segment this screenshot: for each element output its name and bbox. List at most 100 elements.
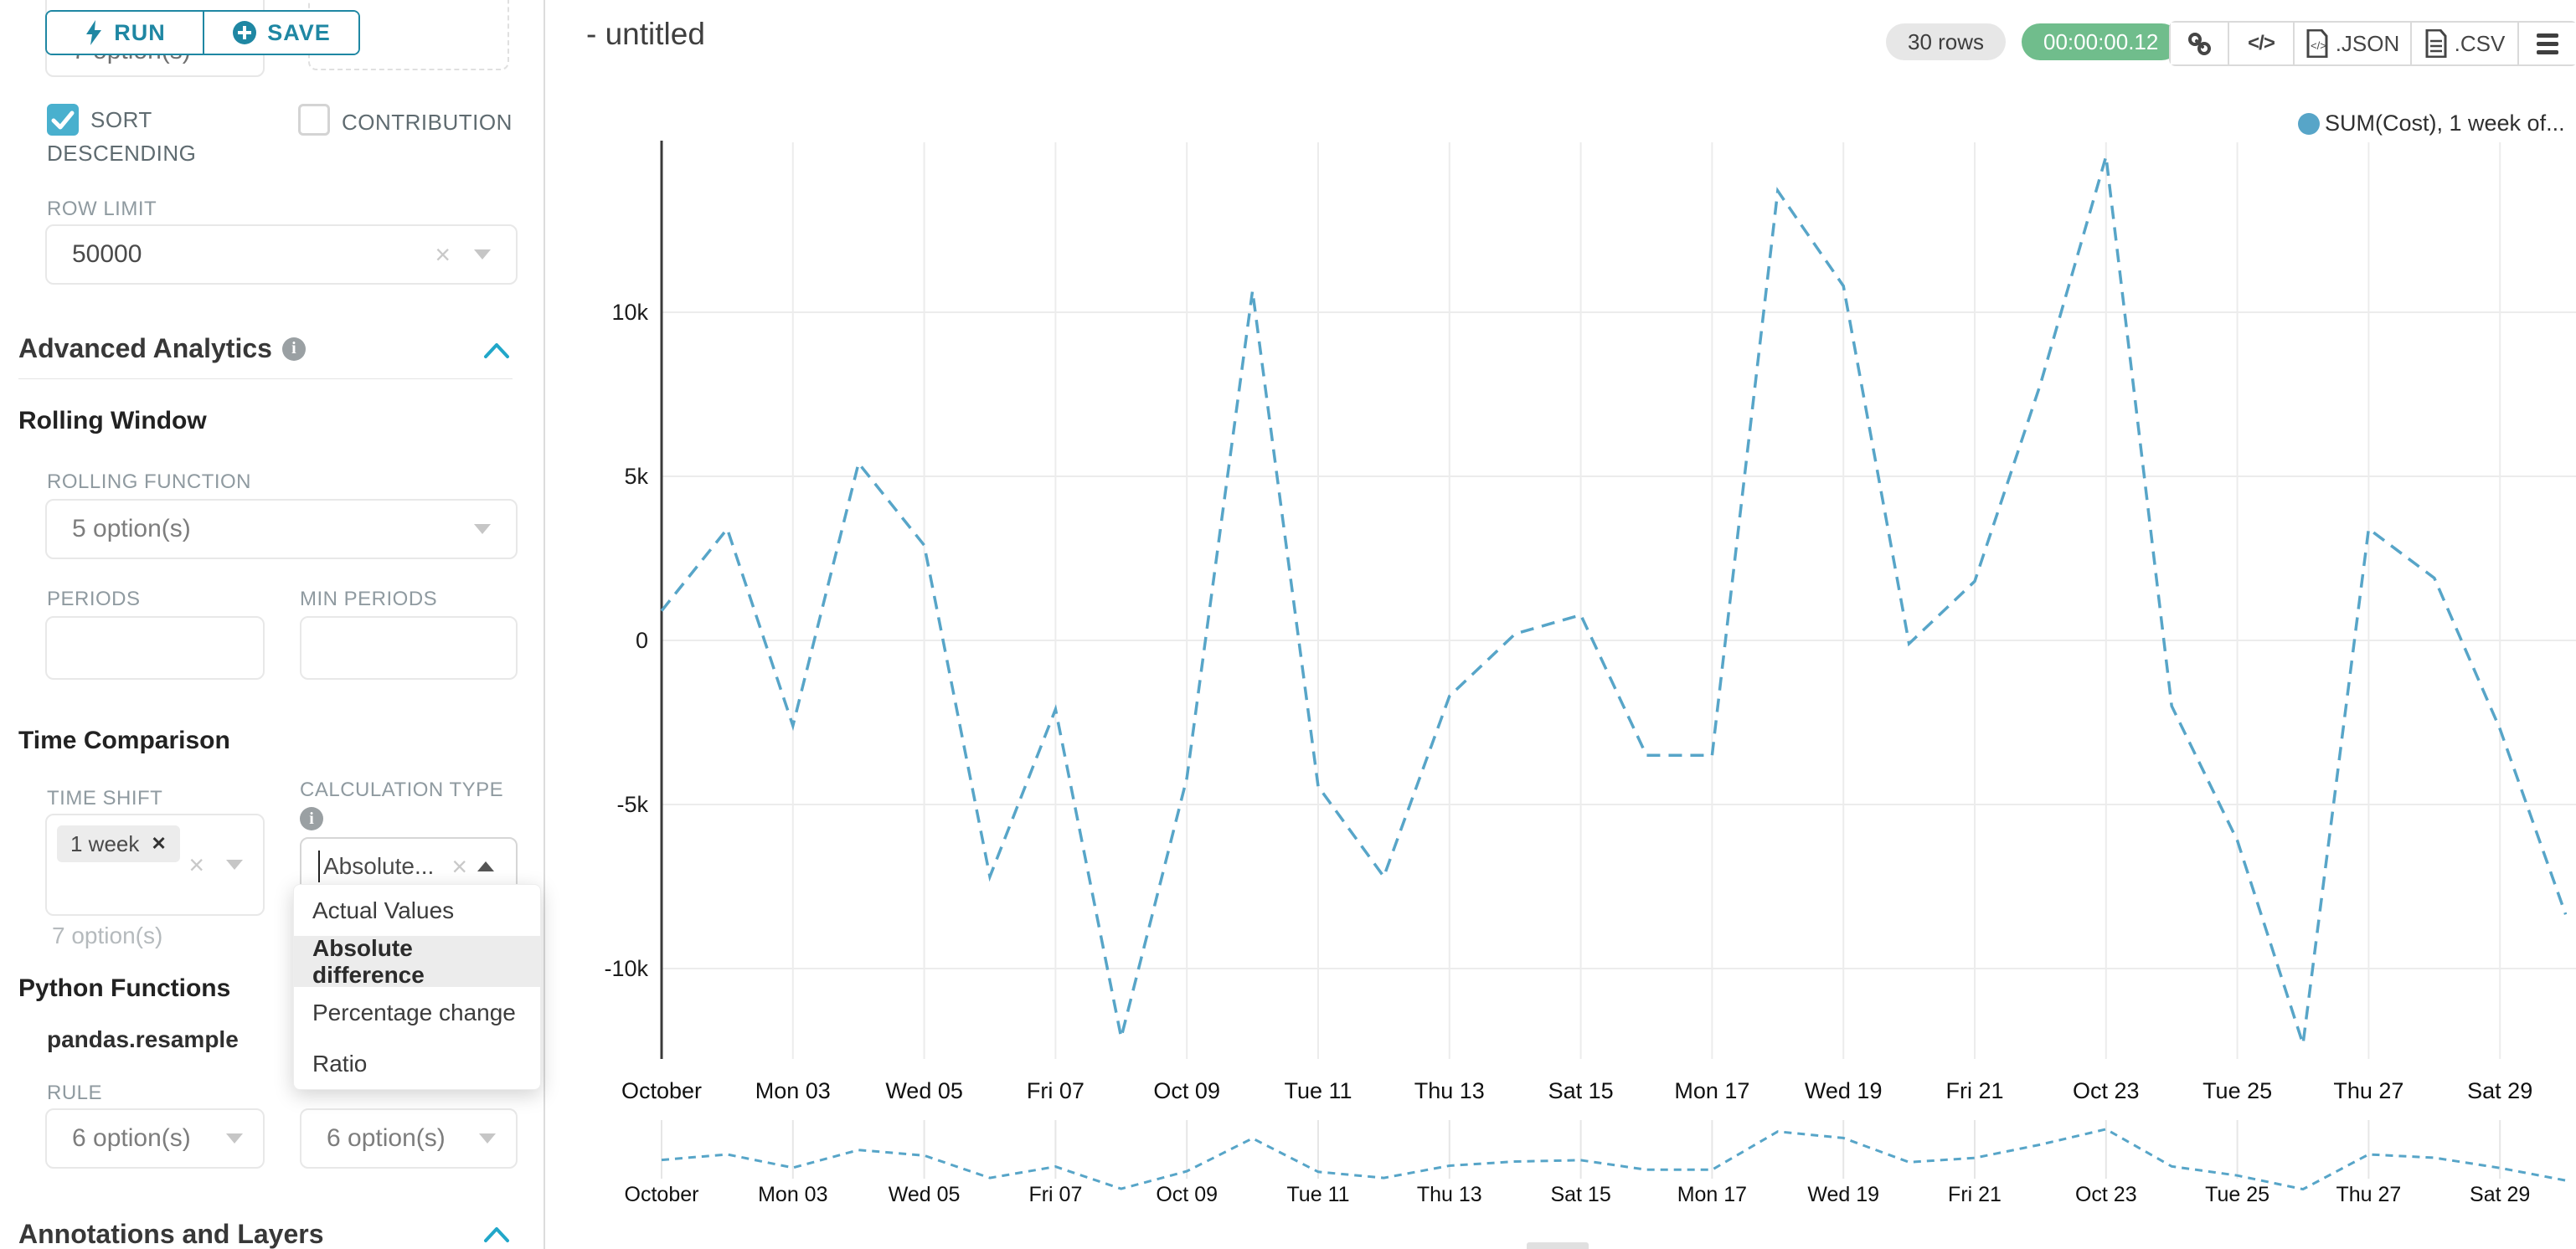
export-json-label: .JSON (2335, 30, 2400, 56)
plus-circle-icon (233, 21, 257, 44)
chevron-up-icon[interactable] (477, 861, 494, 871)
svg-text:Mon 17: Mon 17 (1677, 1183, 1747, 1206)
annotations-layers-title: Annotations and Layers (18, 1219, 324, 1249)
share-link-button[interactable] (2171, 23, 2228, 64)
svg-text:Fri 21: Fri 21 (1945, 1078, 2003, 1103)
chevron-down-icon[interactable] (474, 249, 491, 260)
chevron-down-icon[interactable] (226, 1133, 243, 1144)
method-select[interactable]: 6 option(s) (300, 1108, 518, 1169)
svg-text:Tue 11: Tue 11 (1286, 1183, 1349, 1206)
svg-text:Fri 07: Fri 07 (1027, 1078, 1084, 1103)
python-functions-title: Python Functions (18, 974, 231, 1002)
svg-text:Oct 23: Oct 23 (2075, 1183, 2137, 1206)
time-shift-note: 7 option(s) (52, 923, 163, 948)
clear-icon[interactable]: × (188, 850, 204, 880)
svg-text:Wed 19: Wed 19 (1805, 1078, 1883, 1103)
chevron-up-icon[interactable] (482, 342, 511, 360)
csv-file-icon (2425, 29, 2447, 58)
chart-menu-button[interactable] (2517, 23, 2576, 64)
run-button[interactable]: RUN (47, 12, 203, 54)
svg-text:Mon 03: Mon 03 (755, 1078, 831, 1103)
min-periods-input[interactable] (300, 616, 518, 680)
svg-text:October: October (621, 1078, 702, 1103)
periods-label: PERIODS (47, 588, 141, 610)
rolling-function-label: ROLLING FUNCTION (47, 470, 252, 493)
svg-text:Mon 03: Mon 03 (758, 1183, 827, 1206)
dropdown-option-percentage-change[interactable]: Percentage change (312, 999, 516, 1025)
svg-text:-10k: -10k (604, 956, 648, 981)
chevron-down-icon[interactable] (474, 524, 491, 534)
export-csv-button[interactable]: .CSV (2410, 23, 2517, 64)
svg-text:0: 0 (636, 628, 648, 653)
svg-text:Fri 21: Fri 21 (1948, 1183, 2002, 1206)
svg-text:Wed 05: Wed 05 (885, 1078, 963, 1103)
info-icon: i (300, 807, 323, 830)
sort-descending-checkbox[interactable] (47, 104, 79, 136)
chart-title[interactable]: - untitled (586, 17, 705, 51)
run-button-label: RUN (114, 19, 166, 45)
chevron-down-icon[interactable] (479, 1133, 496, 1144)
rule-label: RULE (47, 1082, 103, 1104)
pandas-resample-label: pandas.resample (47, 1026, 239, 1052)
svg-text:Thu 27: Thu 27 (2336, 1183, 2401, 1206)
svg-text:10k: 10k (611, 300, 648, 325)
link-icon (2188, 33, 2211, 55)
row-limit-value: 50000 (72, 240, 142, 268)
svg-text:</>: </> (2311, 39, 2326, 52)
contribution-checkbox[interactable] (298, 104, 330, 136)
legend-series-dot (2298, 112, 2320, 135)
axis-tick-labels: 10k 5k 0 -5k -10k October Mon 03 Wed 05 Fri 07 Oc… (604, 300, 2532, 1103)
chevron-up-icon[interactable] (482, 1226, 511, 1244)
svg-text:5k: 5k (624, 464, 648, 489)
contribution-label: CONTRIBUTION (342, 110, 513, 135)
dropdown-option-ratio[interactable]: Ratio (312, 1050, 368, 1077)
clear-icon[interactable]: × (451, 851, 467, 881)
svg-text:Sat 29: Sat 29 (2467, 1078, 2532, 1103)
dropdown-option-actual-values[interactable]: Actual Values (312, 897, 455, 923)
text-cursor (318, 851, 320, 882)
advanced-analytics-header[interactable]: Advanced Analytics i (18, 333, 306, 364)
periods-input[interactable] (45, 616, 265, 680)
view-query-button[interactable]: </> (2228, 23, 2293, 64)
legend-series-label: SUM(Cost), 1 week of... (2325, 111, 2565, 136)
svg-text:Wed 05: Wed 05 (889, 1183, 961, 1206)
mini-preview-chart[interactable]: October Mon 03 Wed 05 Fri 07 Oct 09 Tue 11 Thu… (625, 1120, 2566, 1206)
remove-tag-icon[interactable]: ✕ (151, 833, 167, 854)
svg-text:Thu 27: Thu 27 (2333, 1078, 2403, 1103)
save-button[interactable]: SAVE (203, 12, 358, 54)
query-timer-badge: 00:00:00.12 (2022, 23, 2181, 60)
lightning-icon (86, 20, 102, 45)
advanced-analytics-title: Advanced Analytics (18, 333, 272, 363)
svg-text:Sat 15: Sat 15 (1548, 1078, 1614, 1103)
chart-svg[interactable]: 10k 5k 0 -5k -10k October Mon 03 Wed 05 Fri 07 Oc… (544, 0, 2576, 1249)
svg-text:Tue 25: Tue 25 (2202, 1078, 2272, 1103)
svg-text:Oct 09: Oct 09 (1156, 1183, 1218, 1206)
main-gridlines (661, 142, 2576, 1059)
svg-text:Tue 25: Tue 25 (2205, 1183, 2269, 1206)
time-shift-label: TIME SHIFT (47, 787, 163, 810)
chevron-down-icon[interactable] (226, 860, 243, 870)
export-csv-label: .CSV (2454, 30, 2506, 56)
annotations-layers-header[interactable]: Annotations and Layers (18, 1219, 324, 1249)
row-limit-select[interactable]: 50000 × (45, 224, 518, 285)
sort-descending-label-1: SORT (90, 107, 152, 132)
export-json-button[interactable]: </> .JSON (2293, 23, 2410, 64)
svg-text:Oct 23: Oct 23 (2073, 1078, 2140, 1103)
svg-text:October: October (625, 1183, 699, 1206)
svg-text:Oct 09: Oct 09 (1153, 1078, 1220, 1103)
calculation-type-label: CALCULATION TYPE (300, 779, 504, 801)
svg-text:-5k: -5k (616, 792, 648, 817)
rule-select[interactable]: 6 option(s) (45, 1108, 265, 1169)
time-shift-tag[interactable]: 1 week ✕ (57, 825, 180, 862)
dropdown-option-absolute-difference[interactable]: Absolute difference (294, 935, 540, 988)
chart-legend[interactable]: SUM(Cost), 1 week of... (2298, 111, 2565, 136)
control-panel-sidebar: 7 option(s) RUN SAVE (0, 0, 545, 1249)
clear-icon[interactable]: × (435, 239, 451, 270)
json-file-icon: </> (2306, 29, 2328, 58)
svg-text:Sat 29: Sat 29 (2470, 1183, 2530, 1206)
rule-value: 6 option(s) (72, 1124, 191, 1152)
resize-handle[interactable] (1527, 1242, 1589, 1249)
rolling-function-select[interactable]: 5 option(s) (45, 499, 518, 559)
svg-text:Mon 17: Mon 17 (1674, 1078, 1749, 1103)
